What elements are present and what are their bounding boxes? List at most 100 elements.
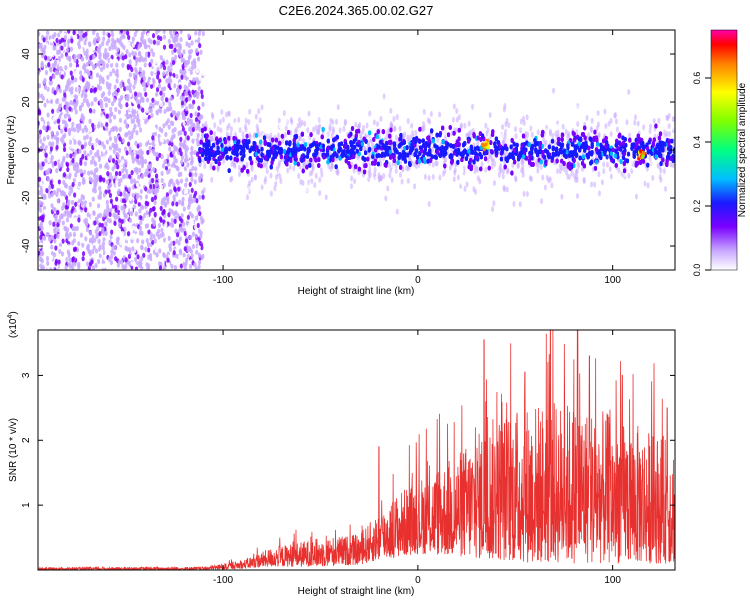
heatmap-cell [405,165,409,172]
heatmap-cell [48,141,52,147]
heatmap-cell [108,203,113,209]
heatmap-cell [88,176,92,182]
heatmap-cell [140,173,145,180]
heatmap-cell [636,120,640,127]
heatmap-cell [74,109,78,115]
heatmap-cell [187,247,191,253]
heatmap-cell [180,227,184,233]
heatmap-cell [328,126,332,133]
heatmap-cell [220,108,224,115]
heatmap-cell [596,110,600,117]
heatmap-cell [53,59,58,65]
heatmap-cell [665,172,669,179]
heatmap-cell [543,184,547,191]
heatmap-cell [76,173,80,179]
heatmap-cell [164,131,168,138]
heatmap-cell [111,126,115,132]
heatmap-cell [191,138,195,144]
heatmap-cell [333,108,337,115]
heatmap-cell [128,173,132,180]
heatmap-cell [59,30,63,34]
heatmap-cell [371,142,375,149]
heatmap-cell [71,100,76,106]
heatmap-cell [140,265,144,270]
heatmap-cell [182,142,186,149]
heatmap-cell [134,226,138,232]
heatmap-cell [379,105,383,112]
heatmap-cell [69,46,74,52]
heatmap-cell [128,146,132,152]
heatmap-cell [98,177,102,183]
heatmap-cell [478,178,482,185]
heatmap-cell [198,43,202,49]
heatmap-cell [175,191,179,197]
heatmap-cell [384,195,388,202]
heatmap-cell [41,149,45,155]
heatmap-cell [89,169,94,176]
heatmap-cell [85,226,90,233]
heatmap-cell [144,186,148,192]
heatmap-cell [98,190,103,196]
heatmap-cell [338,166,342,173]
heatmap-cell [88,47,92,53]
heatmap-cell [139,142,143,148]
heatmap-cell [40,230,44,236]
heatmap-cell [89,87,94,94]
heatmap-cell [265,133,269,140]
heatmap-cell [53,199,58,205]
heatmap-cell [111,32,115,38]
heatmap-cell [68,56,72,63]
heatmap-cell [79,75,83,81]
heatmap-cell [46,232,50,238]
heatmap-cell [247,118,251,125]
heatmap-cell [189,75,193,81]
heatmap-cell [77,53,81,59]
heatmap-cell [502,136,506,143]
heatmap-cell [70,208,74,214]
heatmap-cell [38,162,41,168]
heatmap-cell [48,220,52,226]
heatmap-cell [116,267,121,270]
heatmap-cell [63,113,68,119]
heatmap-cell [106,204,110,210]
heatmap-cell [170,49,175,55]
heatmap-cell [212,181,216,188]
heatmap-cell [84,31,88,37]
heatmap-cell [521,171,525,178]
heatmap-cell [118,147,122,153]
heatmap-cell [85,48,89,54]
heatmap-cell [108,136,113,142]
heatmap-cell [473,168,477,175]
heatmap-cell [115,62,119,68]
heatmap-cell [174,146,178,152]
heatmap-cell [127,130,131,136]
heatmap-cell [105,122,109,128]
heatmap-cell [40,62,44,68]
heatmap-cell [53,160,58,166]
heatmap-cell [305,186,309,193]
heatmap-cell [368,110,372,117]
heatmap-cell [172,250,176,256]
heatmap-cell [151,206,155,212]
heatmap-cell [126,162,130,168]
heatmap-cell [54,260,58,266]
heatmap-cell [195,249,199,255]
heatmap-cell [365,122,369,129]
heatmap-cell [198,240,202,246]
heatmap-cell [94,262,98,269]
heatmap-cell [171,149,176,155]
heatmap-cell [190,219,195,225]
heatmap-cell [198,194,202,200]
heatmap-cell [42,136,46,142]
heatmap-cell [633,119,637,126]
heatmap-cell [643,180,647,187]
heatmap-cell [151,51,156,58]
heatmap-cell [540,198,544,205]
heatmap-cell [141,239,145,245]
heatmap-cell [114,170,119,177]
heatmap-cell [159,54,163,61]
heatmap-cell [390,177,394,184]
heatmap-cell [131,151,135,157]
heatmap-cell [172,182,176,188]
heatmap-cell [85,54,89,60]
